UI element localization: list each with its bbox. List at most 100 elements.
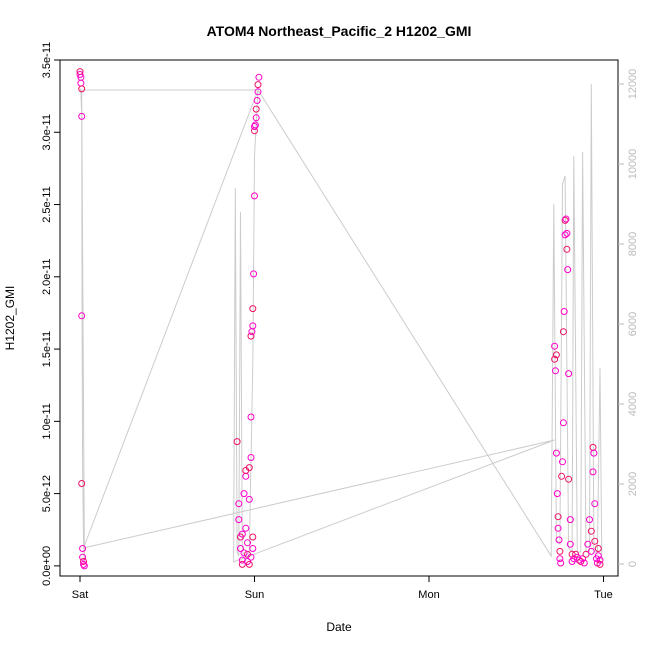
- data-point: [252, 105, 260, 113]
- data-point: [553, 490, 561, 498]
- data-point: [589, 468, 597, 476]
- data-point: [249, 322, 257, 330]
- data-point: [245, 560, 253, 568]
- y-tick-label: 0.0e+00: [41, 546, 53, 586]
- data-point: [76, 71, 84, 78]
- data-point: [552, 449, 560, 457]
- data-point: [590, 449, 598, 457]
- data-point: [237, 545, 244, 552]
- data-point: [584, 540, 592, 548]
- data-point: [242, 524, 250, 532]
- data-point: [251, 192, 258, 200]
- data-point: [596, 560, 604, 568]
- data-point: [251, 121, 259, 129]
- data-point: [240, 490, 248, 498]
- data-point: [591, 500, 599, 508]
- altitude-series-line: [79, 83, 603, 563]
- data-point: [558, 472, 566, 480]
- altitude-line-layer: [79, 83, 603, 563]
- data-point: [254, 88, 262, 96]
- data-point: [561, 231, 569, 239]
- data-point: [80, 560, 87, 568]
- data-point: [562, 215, 570, 223]
- data-point: [552, 351, 560, 359]
- data-point: [78, 112, 86, 120]
- data-point: [78, 480, 86, 487]
- data-point: [564, 266, 572, 274]
- data-point: [559, 419, 567, 427]
- data-point: [587, 547, 595, 555]
- data-point: [556, 555, 564, 563]
- y2-tick-label: 6000: [627, 312, 639, 336]
- data-point: [559, 328, 567, 336]
- data-points-layer: [76, 68, 604, 570]
- data-point: [586, 516, 593, 524]
- data-point: [235, 516, 243, 524]
- x-axis: Sat Sun Mon Tue: [72, 576, 613, 601]
- x-tick-label: Tue: [594, 589, 613, 601]
- data-point: [594, 552, 602, 560]
- data-point: [255, 73, 263, 81]
- data-point: [556, 547, 564, 555]
- data-point: [249, 305, 257, 313]
- data-point: [245, 464, 253, 472]
- data-point: [566, 516, 574, 524]
- y2-tick-label: 10000: [627, 149, 639, 180]
- y-tick-label: 3.5e-11: [41, 42, 53, 79]
- data-point: [252, 114, 260, 122]
- y-tick-label: 5.0e-12: [41, 475, 53, 512]
- data-point: [77, 79, 85, 87]
- y2-tick-label: 2000: [627, 472, 639, 496]
- data-point: [555, 536, 563, 544]
- data-point: [565, 475, 573, 483]
- y-tick-label: 2.0e-11: [41, 259, 53, 296]
- x-axis-label: Date: [326, 620, 352, 634]
- data-point: [80, 558, 87, 565]
- data-point: [554, 513, 562, 521]
- data-point: [79, 553, 87, 561]
- data-point: [579, 555, 587, 563]
- data-point: [587, 527, 595, 535]
- data-point: [238, 560, 246, 568]
- data-point: [248, 328, 256, 336]
- data-point: [247, 553, 255, 561]
- data-point: [235, 500, 243, 508]
- data-point: [559, 458, 566, 466]
- data-point: [233, 438, 241, 446]
- x-tick-label: Mon: [418, 589, 439, 601]
- data-point: [566, 540, 574, 548]
- data-point: [561, 216, 569, 224]
- data-point: [79, 545, 87, 552]
- y-axis-left: 0.0e+00 5.0e-12 1.0e-11 1.5e-11 2.0e-11 2.5e-…: [41, 42, 60, 586]
- plot-frame: [59, 59, 619, 577]
- data-point: [249, 545, 257, 552]
- data-point: [238, 530, 246, 538]
- data-point: [580, 559, 588, 567]
- data-point: [568, 550, 576, 558]
- data-point: [247, 332, 255, 340]
- data-point: [254, 81, 262, 89]
- x-tick-label: Sat: [72, 589, 89, 601]
- chart-title: ATOM4 Northeast_Pacific_2 H1202_GMI: [207, 23, 472, 39]
- data-point: [551, 342, 559, 350]
- y-axis-right: 0 2000 4000 6000 8000 10000 12000: [618, 69, 639, 567]
- data-point: [240, 549, 248, 557]
- data-point: [554, 524, 562, 532]
- data-point: [563, 229, 571, 237]
- data-point: [575, 556, 583, 564]
- data-point: [253, 97, 261, 104]
- y-tick-label: 2.5e-11: [41, 186, 53, 223]
- data-point: [596, 556, 604, 564]
- data-point: [551, 355, 559, 363]
- y-tick-label: 1.0e-11: [41, 403, 53, 440]
- data-point: [249, 533, 257, 541]
- data-point: [80, 562, 88, 570]
- data-point: [557, 559, 565, 567]
- data-point: [247, 413, 255, 421]
- data-point: [244, 539, 251, 547]
- y-tick-label: 3.0e-11: [41, 114, 53, 151]
- data-point: [251, 123, 258, 130]
- y2-tick-label: 0: [627, 561, 639, 567]
- y2-tick-label: 4000: [627, 392, 639, 416]
- y2-tick-label: 8000: [627, 232, 639, 256]
